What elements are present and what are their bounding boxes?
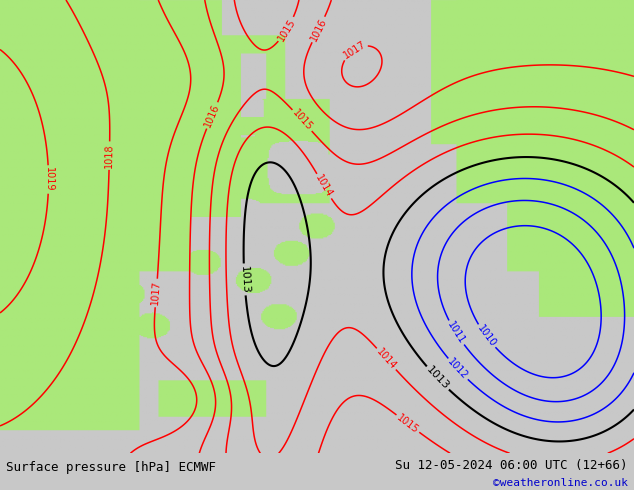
Text: Su 12-05-2024 06:00 UTC (12+66): Su 12-05-2024 06:00 UTC (12+66): [395, 459, 628, 471]
Text: Surface pressure [hPa] ECMWF: Surface pressure [hPa] ECMWF: [6, 462, 216, 474]
Text: 1012: 1012: [446, 357, 470, 382]
Text: ©weatheronline.co.uk: ©weatheronline.co.uk: [493, 478, 628, 489]
Text: 1011: 1011: [445, 320, 467, 346]
Text: 1016: 1016: [203, 102, 221, 129]
Text: 1016: 1016: [309, 16, 328, 43]
Text: 1017: 1017: [341, 39, 367, 61]
Text: 1018: 1018: [104, 143, 115, 168]
Text: 1014: 1014: [375, 346, 398, 371]
Text: 1015: 1015: [395, 412, 421, 435]
Text: 1010: 1010: [475, 323, 498, 349]
Text: 1013: 1013: [238, 265, 250, 294]
Text: 1015: 1015: [290, 108, 314, 133]
Text: 1015: 1015: [276, 17, 297, 43]
Text: 1019: 1019: [44, 167, 53, 192]
Text: 1017: 1017: [150, 280, 162, 306]
Text: 1014: 1014: [313, 173, 335, 199]
Text: 1013: 1013: [424, 365, 451, 392]
